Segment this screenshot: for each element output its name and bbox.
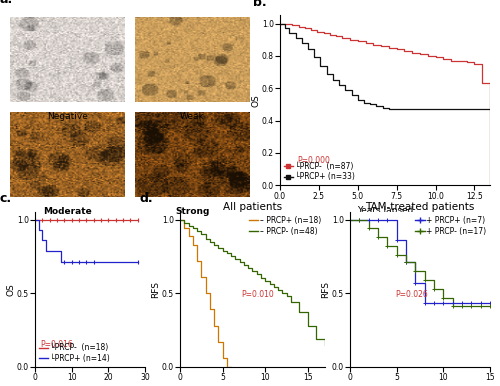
Text: d.: d. <box>140 191 153 205</box>
Legend: └PRCP-  (n=87), └PRCP+ (n=33): └PRCP- (n=87), └PRCP+ (n=33) <box>284 162 354 181</box>
Text: Strong: Strong <box>176 207 210 215</box>
Title: All patients: All patients <box>223 201 282 212</box>
Text: Weak: Weak <box>180 112 205 121</box>
Text: P=0.026: P=0.026 <box>395 290 428 299</box>
Title: TAM-treated patients: TAM-treated patients <box>366 201 474 212</box>
Text: P=0.010: P=0.010 <box>241 290 274 299</box>
Legend: └PRCP-  (n=18), └PRCP+ (n=14): └PRCP- (n=18), └PRCP+ (n=14) <box>39 344 110 363</box>
Text: c.: c. <box>0 191 12 205</box>
Text: Negative: Negative <box>47 112 88 121</box>
X-axis label: Years lapsed: Years lapsed <box>357 206 413 215</box>
Legend: – PRCP+ (n=18), – PRCP- (n=48): – PRCP+ (n=18), – PRCP- (n=48) <box>249 216 321 235</box>
Text: P=0.016: P=0.016 <box>40 340 73 349</box>
Text: Moderate: Moderate <box>43 207 92 215</box>
Y-axis label: RFS: RFS <box>321 281 330 298</box>
Y-axis label: OS: OS <box>251 94 260 107</box>
Y-axis label: RFS: RFS <box>151 281 160 298</box>
Text: b.: b. <box>252 0 266 8</box>
Legend: + PRCP+ (n=7), + PRCP- (n=17): + PRCP+ (n=7), + PRCP- (n=17) <box>416 216 486 235</box>
Text: P=0.000: P=0.000 <box>297 156 330 165</box>
Text: a.: a. <box>0 0 13 6</box>
Y-axis label: OS: OS <box>6 283 15 296</box>
